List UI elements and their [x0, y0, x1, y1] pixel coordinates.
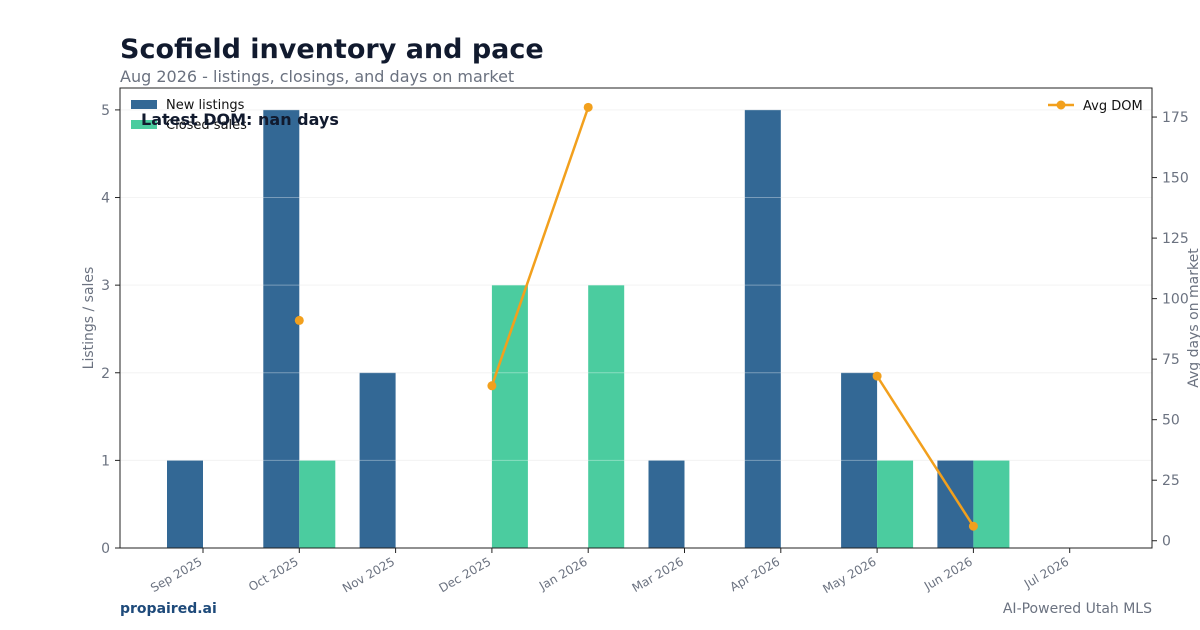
- y-axis-label: Listings / sales: [81, 267, 97, 370]
- x-tick-label: May 2026: [820, 554, 878, 596]
- legends: New listings Closed sales Avg DOM: [131, 98, 1143, 133]
- y2-tick-label: 75: [1162, 352, 1180, 368]
- y2-tick-label: 100: [1162, 292, 1189, 308]
- x-tick-label: Jun 2026: [921, 554, 975, 593]
- legend-label-avg-dom: Avg DOM: [1083, 99, 1143, 114]
- legend-swatch-closed-sales: [131, 120, 157, 129]
- latest-dom-annotation: Latest DOM: nan days: [141, 110, 339, 129]
- dom-line-segment: [876, 375, 975, 527]
- bar-closed-sales: [877, 460, 914, 548]
- y2-tick-label: 175: [1162, 110, 1189, 126]
- dom-point: [968, 521, 978, 531]
- y-tick-label: 3: [101, 278, 110, 294]
- x-tick-label: Mar 2026: [630, 554, 686, 595]
- dom-line: [294, 102, 978, 531]
- bar-new-listings: [841, 372, 878, 548]
- y2-tick-label: 25: [1162, 473, 1180, 489]
- bar-closed-sales: [973, 460, 1010, 548]
- x-tick-label: Dec 2025: [437, 554, 494, 595]
- bar-new-listings: [263, 109, 300, 549]
- y2-tick-label: 150: [1162, 171, 1189, 187]
- brand-logo-text[interactable]: propaired.ai: [120, 601, 217, 617]
- bar-new-listings: [648, 460, 685, 548]
- x-tick-label: Jul 2026: [1021, 554, 1071, 591]
- y-tick-label: 0: [101, 541, 110, 557]
- tagline: AI-Powered Utah MLS: [1002, 601, 1152, 617]
- dom-point: [487, 381, 497, 391]
- bar-closed-sales: [491, 285, 528, 548]
- y-tick-label: 2: [101, 366, 110, 382]
- x-tick-label: Jan 2026: [536, 554, 590, 593]
- dom-point: [583, 102, 593, 112]
- x-tick-label: Oct 2025: [246, 554, 301, 594]
- bar-closed-sales: [299, 460, 336, 548]
- chart-subtitle: Aug 2026 - listings, closings, and days …: [120, 67, 515, 86]
- chart-title: Scofield inventory and pace: [120, 34, 544, 65]
- legend-label-closed-sales: Closed sales: [166, 118, 247, 133]
- bar-new-listings: [744, 109, 781, 549]
- bar-closed-sales: [588, 285, 625, 548]
- dom-line-segment: [490, 106, 590, 387]
- y-tick-label: 4: [101, 191, 110, 207]
- dom-point: [872, 371, 882, 381]
- legend-swatch-new-listings: [131, 100, 157, 109]
- x-tick-label: Apr 2026: [728, 554, 783, 594]
- plot-frame: [119, 87, 1153, 549]
- y2-tick-label: 125: [1162, 231, 1189, 247]
- dom-point: [294, 315, 304, 325]
- y-tick-label: 5: [101, 103, 110, 119]
- y2-axis-label: Avg days on market: [1186, 248, 1200, 388]
- bars: [120, 109, 1152, 549]
- bar-new-listings: [167, 460, 203, 548]
- x-tick-label: Sep 2025: [148, 554, 204, 595]
- y2-tick-label: 50: [1162, 413, 1180, 429]
- bar-new-listings: [359, 372, 396, 548]
- x-tick-label: Nov 2025: [340, 554, 397, 595]
- legend-marker-avg-dom: [1056, 100, 1066, 110]
- legend-label-new-listings: New listings: [166, 98, 245, 113]
- y-tick-label: 1: [101, 453, 110, 469]
- bar-new-listings: [937, 460, 974, 548]
- y2-tick-label: 0: [1162, 534, 1171, 550]
